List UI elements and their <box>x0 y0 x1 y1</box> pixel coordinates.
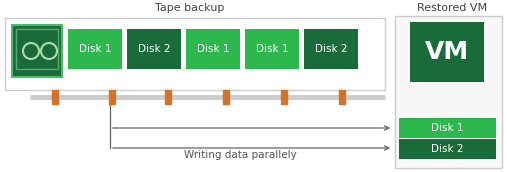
FancyBboxPatch shape <box>410 22 484 82</box>
Text: Tape backup: Tape backup <box>155 3 225 13</box>
Text: Disk 2: Disk 2 <box>138 44 170 54</box>
Bar <box>223 90 229 104</box>
Bar <box>165 90 171 104</box>
FancyBboxPatch shape <box>68 29 122 69</box>
Text: VM: VM <box>425 40 469 64</box>
Text: Disk 1: Disk 1 <box>431 123 463 133</box>
Bar <box>109 90 115 104</box>
FancyBboxPatch shape <box>399 118 496 138</box>
Text: Disk 2: Disk 2 <box>431 144 463 154</box>
FancyBboxPatch shape <box>186 29 240 69</box>
FancyBboxPatch shape <box>127 29 181 69</box>
FancyBboxPatch shape <box>304 29 358 69</box>
FancyBboxPatch shape <box>395 16 502 168</box>
Bar <box>281 90 287 104</box>
FancyBboxPatch shape <box>399 139 496 159</box>
Text: Disk 2: Disk 2 <box>315 44 347 54</box>
Text: Disk 1: Disk 1 <box>256 44 288 54</box>
Bar <box>339 90 345 104</box>
Text: Disk 1: Disk 1 <box>79 44 111 54</box>
FancyBboxPatch shape <box>12 25 62 77</box>
Text: Disk 1: Disk 1 <box>197 44 229 54</box>
Text: Restored VM: Restored VM <box>417 3 487 13</box>
FancyBboxPatch shape <box>245 29 299 69</box>
Bar <box>52 90 58 104</box>
FancyBboxPatch shape <box>5 18 385 90</box>
Text: Writing data parallely: Writing data parallely <box>184 150 297 160</box>
